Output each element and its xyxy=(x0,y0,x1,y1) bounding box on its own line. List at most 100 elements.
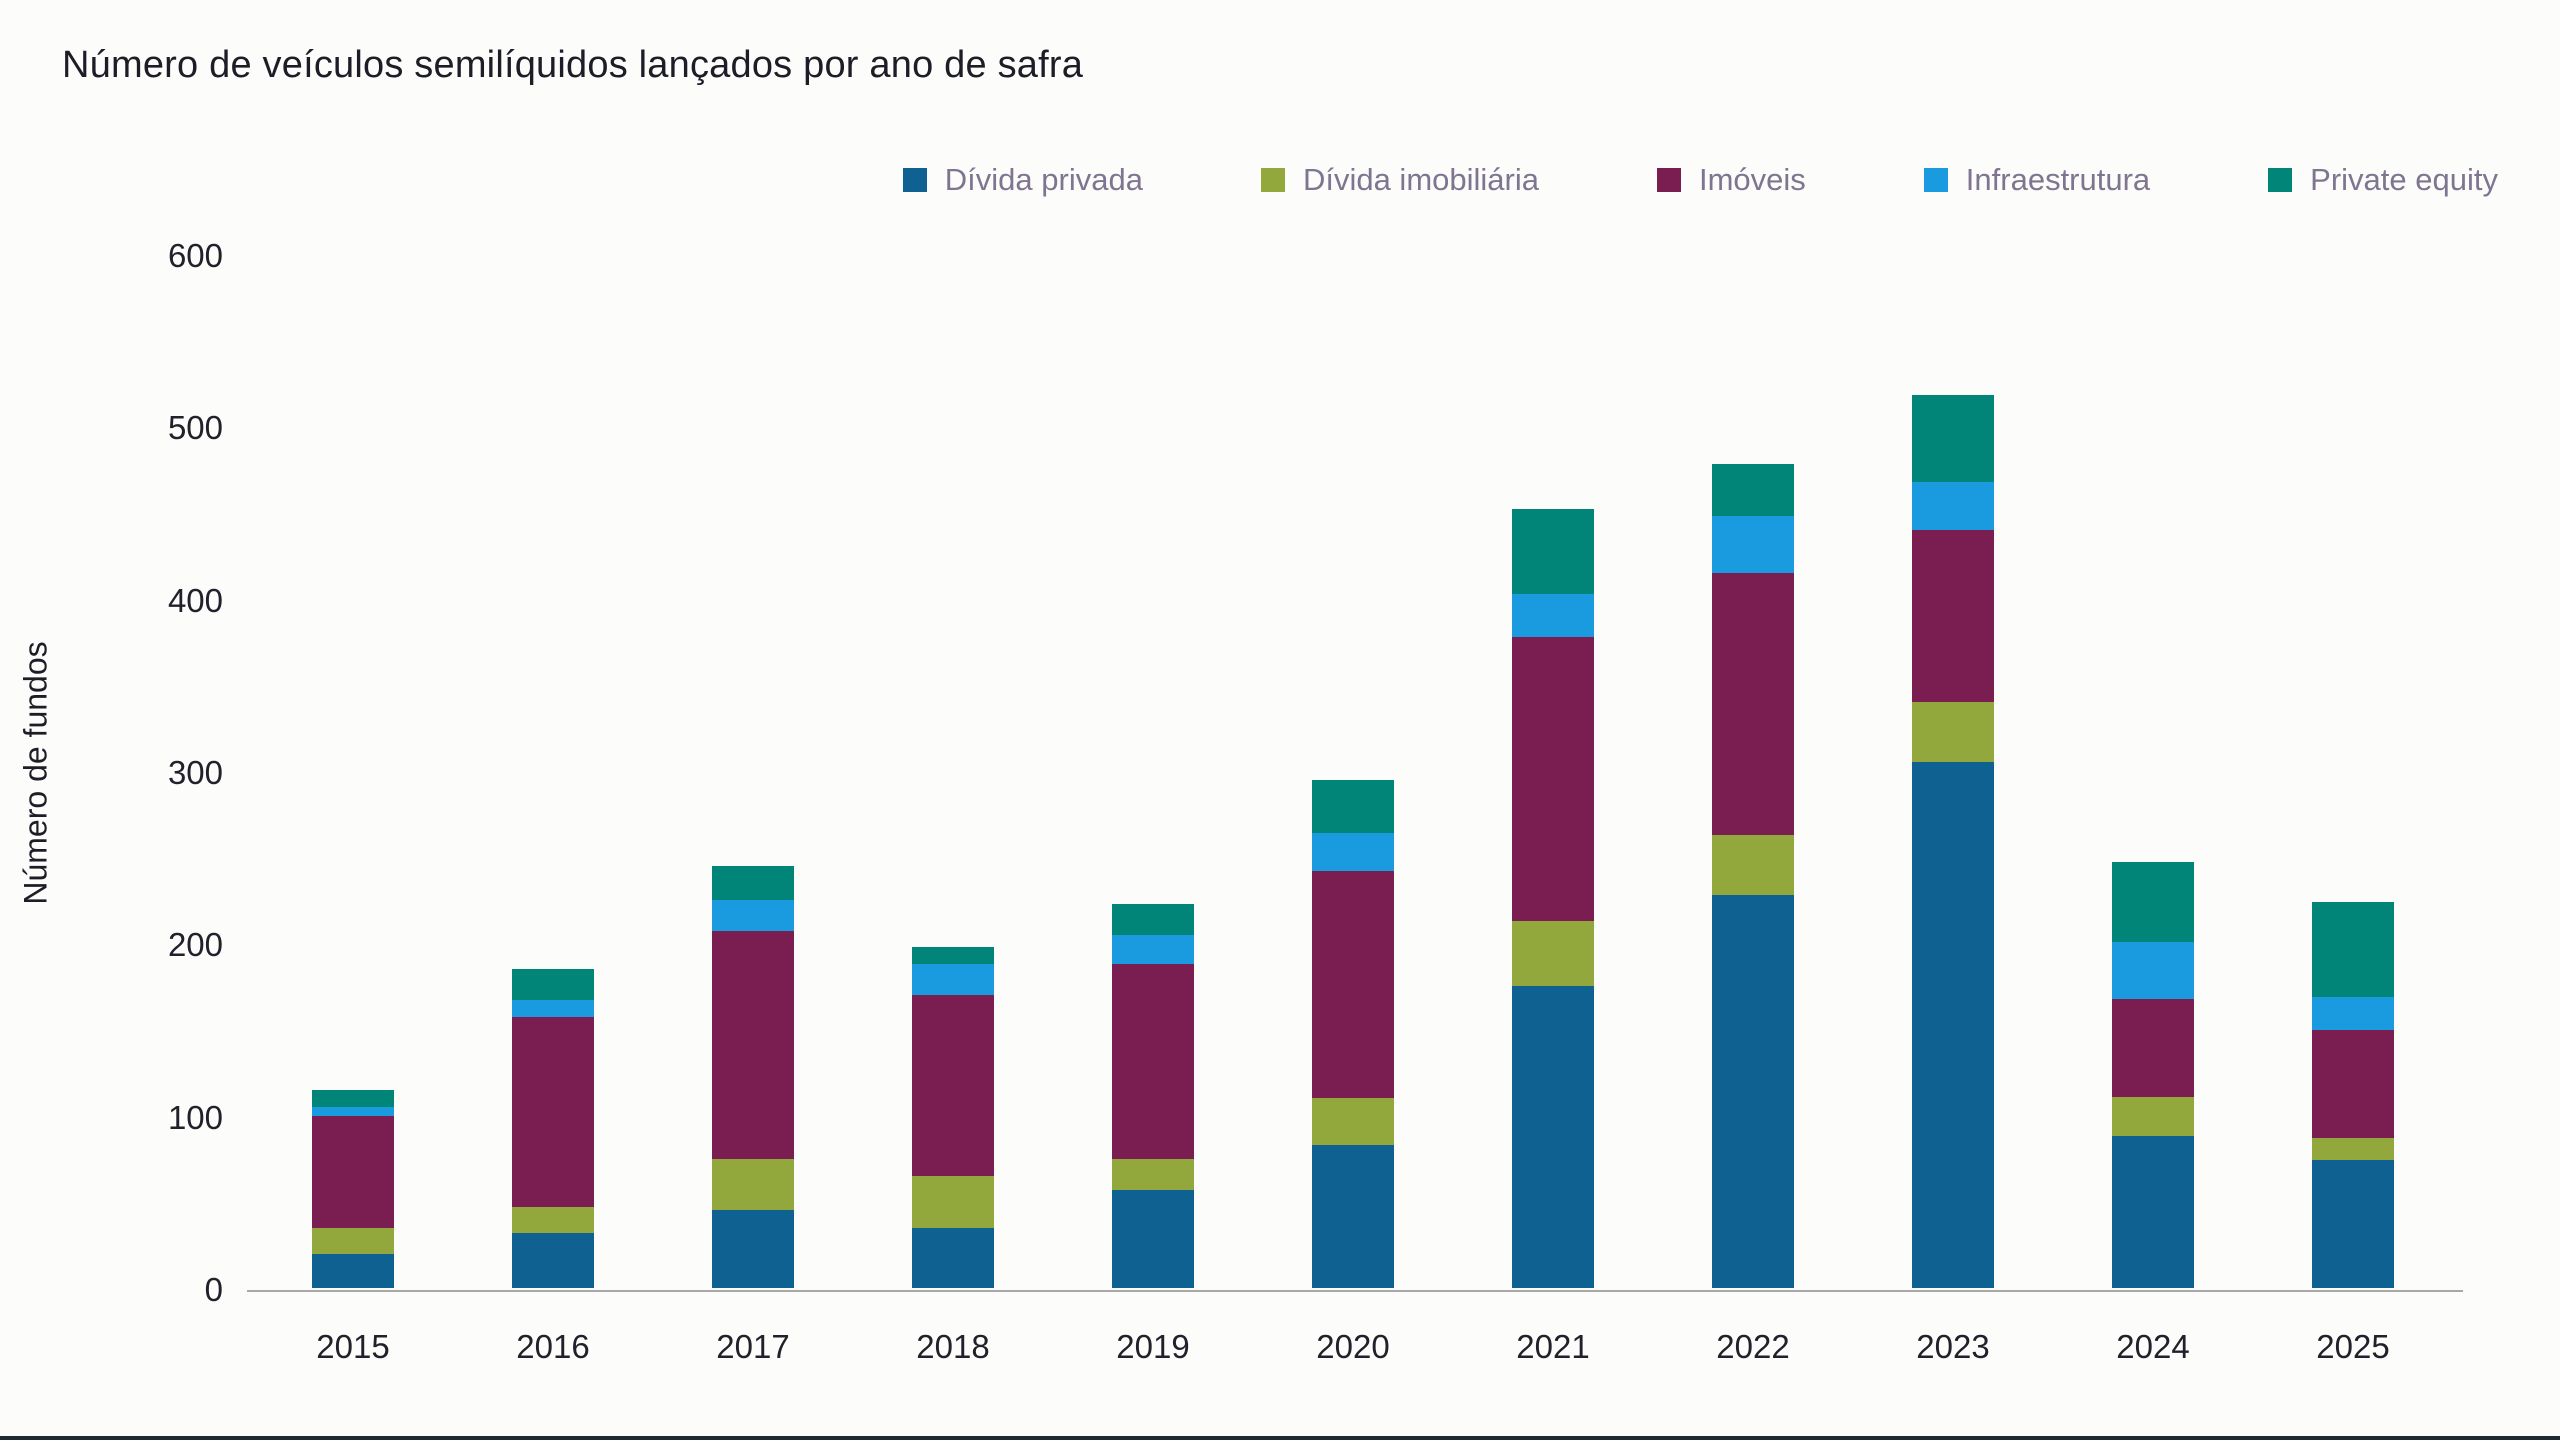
legend: Dívida privada Dívida imobiliária Imóveis I… xyxy=(902,162,2498,198)
bar-segment xyxy=(2312,1029,2394,1139)
y-tick-label: 0 xyxy=(204,1271,223,1308)
legend-item: Imóveis xyxy=(1656,162,1806,198)
stacked-bar-2018 xyxy=(912,946,994,1288)
bar-segment xyxy=(1112,964,1194,1159)
stacked-bar-2024 xyxy=(2112,862,2194,1288)
bar-segment xyxy=(912,1227,994,1288)
legend-swatch-icon xyxy=(1656,168,1681,192)
bar-segment xyxy=(1512,920,1594,987)
y-tick-label: 600 xyxy=(167,237,223,274)
bar-segment xyxy=(912,946,994,965)
bar-segment xyxy=(1312,870,1394,1099)
plot-area: 0 100 200 300 400 500 600 2015 2016 2017 2018 2019 2… xyxy=(168,238,2463,1365)
legend-label: Dívida imobiliária xyxy=(1302,162,1539,197)
legend-item: Private equity xyxy=(2268,162,2498,198)
y-tick-label: 500 xyxy=(167,409,223,447)
bar-segment xyxy=(1912,529,1994,703)
bar-segment xyxy=(2112,862,2194,942)
bar-segment xyxy=(1312,833,1394,871)
bar-segment xyxy=(712,865,794,901)
legend-item: Infraestrutura xyxy=(1923,162,2151,198)
legend-swatch-icon xyxy=(2268,168,2293,192)
stacked-bar-2015 xyxy=(312,1089,394,1288)
bar-segment xyxy=(1712,515,1794,573)
bar-segment xyxy=(2112,941,2194,999)
bar-segment xyxy=(1912,481,1994,530)
y-tick-label: 100 xyxy=(167,1098,223,1136)
bar-segment xyxy=(1512,986,1594,1288)
bar-segment xyxy=(2112,998,2194,1097)
bar-segment xyxy=(912,995,994,1176)
legend-swatch-icon xyxy=(1923,168,1948,192)
bar-segment xyxy=(512,1017,594,1208)
bar-segment xyxy=(712,931,794,1159)
bar-segment xyxy=(2112,1096,2194,1137)
legend-item: Dívida privada xyxy=(902,162,1143,198)
x-tick-label: 2018 xyxy=(916,1328,990,1365)
x-tick-label: 2024 xyxy=(2116,1328,2190,1365)
stacked-bar-2022 xyxy=(1712,464,1794,1288)
y-axis-title: Número de fundos xyxy=(17,641,54,905)
x-tick-label: 2017 xyxy=(716,1328,790,1365)
stacked-bar-2020 xyxy=(1312,779,1394,1288)
bar-segment xyxy=(1112,903,1194,935)
x-axis-line xyxy=(247,1290,2463,1292)
bar-segment xyxy=(2312,1160,2394,1288)
x-tick-label: 2015 xyxy=(316,1328,390,1365)
bar-segment xyxy=(2312,902,2394,997)
bar-segment xyxy=(712,1158,794,1211)
bar-segment xyxy=(1912,395,1994,482)
bar-segment xyxy=(2312,996,2394,1030)
legend-label: Imóveis xyxy=(1698,162,1806,197)
bar-segment xyxy=(1712,834,1794,896)
x-tick-label: 2021 xyxy=(1516,1328,1590,1365)
bar-segment xyxy=(2112,1136,2194,1288)
legend-label: Private equity xyxy=(2310,162,2498,197)
bar-segment xyxy=(312,1115,394,1228)
bar-segment xyxy=(312,1089,394,1108)
bar-segment xyxy=(1312,1144,1394,1288)
legend-swatch-icon xyxy=(902,168,927,192)
bar-segment xyxy=(912,1176,994,1228)
bar-segment xyxy=(1912,762,1994,1288)
bar-segment xyxy=(1912,702,1994,763)
stacked-bar-2016 xyxy=(512,969,594,1288)
bar-segment xyxy=(512,1207,594,1233)
bar-segment xyxy=(1512,509,1594,594)
bar-segment xyxy=(1712,572,1794,835)
bar-segment xyxy=(712,900,794,932)
bar-segment xyxy=(1512,593,1594,637)
legend-label: Infraestrutura xyxy=(1965,162,2151,197)
bar-segment xyxy=(1112,1158,1194,1190)
legend-swatch-icon xyxy=(1260,168,1285,192)
bar-segment xyxy=(1112,1189,1194,1288)
bar-segment xyxy=(512,1000,594,1018)
bar-segment xyxy=(1712,464,1794,516)
bar-segment xyxy=(912,964,994,996)
bar-segment xyxy=(312,1227,394,1254)
stacked-bar-2023 xyxy=(1912,395,1994,1288)
x-tick-label: 2025 xyxy=(2316,1328,2390,1365)
bar-segment xyxy=(1312,779,1394,834)
x-tick-label: 2020 xyxy=(1316,1328,1390,1365)
legend-item: Dívida imobiliária xyxy=(1260,162,1539,198)
bar-segment xyxy=(712,1210,794,1288)
bar-segment xyxy=(1712,895,1794,1288)
bar-segment xyxy=(2312,1138,2394,1161)
x-tick-label: 2016 xyxy=(516,1328,590,1365)
stacked-bar-2017 xyxy=(712,865,794,1288)
x-tick-label: 2019 xyxy=(1116,1328,1190,1365)
bar-segment xyxy=(312,1253,394,1288)
y-tick-label: 200 xyxy=(167,926,223,964)
bar-segment xyxy=(1112,934,1194,965)
bar-segment xyxy=(1312,1098,1394,1145)
stacked-bar-2025 xyxy=(2312,902,2394,1288)
bottom-divider xyxy=(0,1436,2560,1440)
legend-label: Dívida privada xyxy=(944,162,1143,197)
y-tick-label: 300 xyxy=(167,754,223,791)
bar-segment xyxy=(1512,636,1594,921)
chart-title: Número de veículos semilíquidos lançados… xyxy=(62,44,1084,86)
bar-segment xyxy=(512,969,594,1001)
bar-segment xyxy=(512,1232,594,1288)
